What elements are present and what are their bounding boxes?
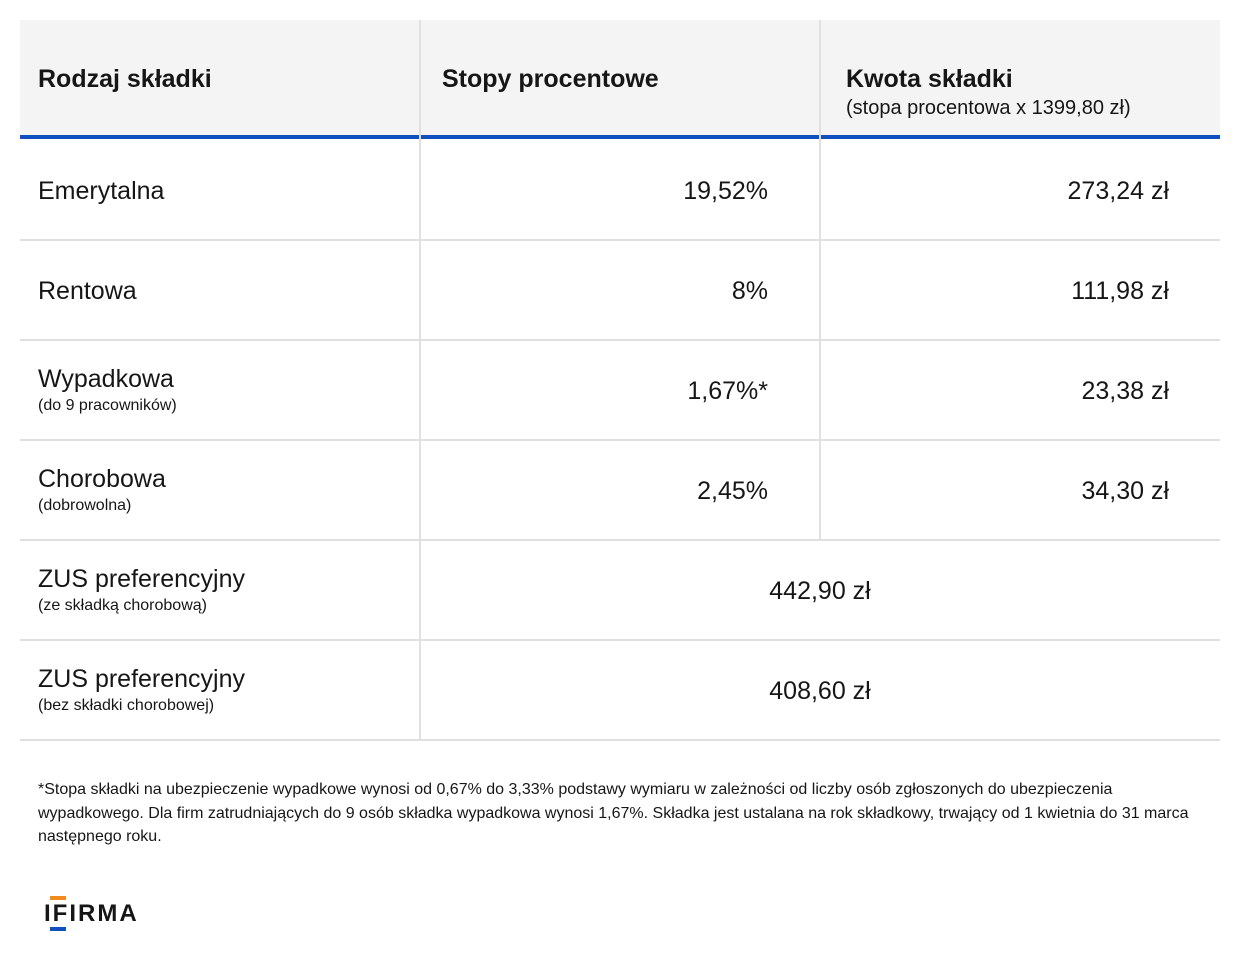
row-name: Rentowa — [38, 277, 137, 305]
row-divider — [20, 339, 1220, 341]
row-rate: 19,52% — [683, 177, 768, 205]
row-name: ZUS preferencyjny — [38, 665, 246, 693]
row-note: (bez składki chorobowej) — [38, 697, 215, 714]
logo-accent — [50, 896, 66, 900]
row-total: 442,90 zł — [769, 577, 871, 605]
row-divider — [20, 439, 1220, 441]
header-cell: Kwota składki — [846, 65, 1013, 93]
row-divider — [20, 639, 1220, 641]
row-amount: 23,38 zł — [1081, 377, 1169, 405]
row-name: Chorobowa — [38, 465, 166, 493]
row-amount: 273,24 zł — [1067, 177, 1169, 205]
row-amount: 34,30 zł — [1081, 477, 1169, 505]
footnote: *Stopa składki na ubezpieczenie wypadkow… — [38, 781, 1189, 845]
header-border — [20, 135, 1220, 139]
logo: IFIRMA — [44, 900, 139, 927]
row-divider — [20, 239, 1220, 241]
row-note: (dobrowolna) — [38, 497, 132, 514]
header-cell: Stopy procentowe — [442, 65, 659, 93]
row-note: (ze składką chorobową) — [38, 597, 207, 614]
row-name: Wypadkowa — [38, 365, 174, 393]
row-rate: 1,67%* — [687, 377, 768, 405]
row-note: (do 9 pracowników) — [38, 397, 177, 414]
row-rate: 8% — [731, 277, 768, 305]
header-subtitle: (stopa procentowa x 1399,80 zł) — [846, 97, 1131, 119]
row-rate: 2,45% — [697, 477, 768, 505]
row-name: ZUS preferencyjny — [38, 565, 246, 593]
table-header-bg — [20, 20, 1220, 135]
column-divider — [819, 20, 821, 540]
row-name: Emerytalna — [38, 177, 165, 205]
logo-accent — [50, 927, 66, 931]
row-divider — [20, 539, 1220, 541]
row-amount: 111,98 zł — [1071, 277, 1169, 305]
column-divider — [419, 20, 421, 740]
row-divider — [20, 739, 1220, 741]
header-cell: Rodzaj składki — [38, 65, 212, 93]
row-total: 408,60 zł — [769, 677, 871, 705]
